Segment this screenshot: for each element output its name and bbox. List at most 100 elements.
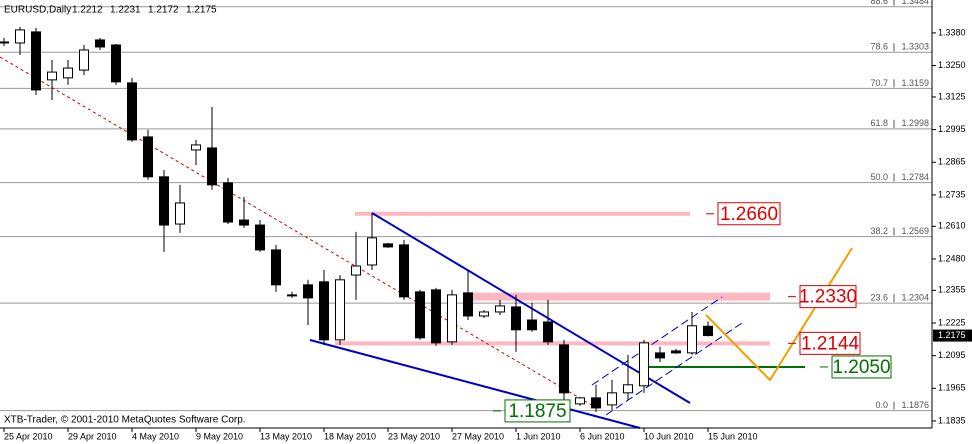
trend-line [371, 212, 691, 404]
candle-body [655, 352, 665, 359]
x-tick-label: 4 May 2010 [132, 431, 179, 441]
x-tick-label: 10 Jun 2010 [644, 431, 694, 441]
x-tick-label: 9 May 2010 [196, 431, 243, 441]
fib-ratio: 88.6 [870, 0, 888, 6]
fib-price: 1.3159 [901, 78, 929, 88]
level-box [799, 285, 857, 309]
candle-body [111, 44, 121, 83]
candle-body [351, 265, 361, 276]
x-tick-label: 6 Jun 2010 [580, 431, 625, 441]
fib-price: 1.3303 [901, 42, 929, 52]
candle-body [431, 289, 441, 344]
y-tick-label: 1.2355 [938, 285, 966, 295]
x-tick-label: 15 Jun 2010 [708, 431, 758, 441]
candle-body [335, 279, 345, 341]
x-tick-label: 29 Apr 2010 [68, 431, 117, 441]
candle-body [463, 292, 473, 317]
fib-ratio: 38.2 [870, 226, 888, 236]
candle-body [607, 392, 617, 406]
level-box [831, 355, 892, 379]
y-tick-label: 1.1835 [938, 415, 966, 425]
y-tick-label: 1.2225 [938, 317, 966, 327]
candle-body [239, 219, 249, 226]
candle-body [687, 325, 697, 354]
axes: 1.3380 1.3250 1.3125 1.2995 1.2865 1.2735 1.26… [3, 27, 972, 441]
fib-ratio: 50.0 [870, 172, 888, 182]
y-tick-label: 1.2735 [938, 189, 966, 199]
y-tick-label: 1.1965 [938, 383, 966, 393]
candle-body [591, 397, 601, 409]
candle-body [31, 31, 41, 91]
fib-price: 1.2784 [901, 172, 929, 182]
candle-body [159, 176, 169, 226]
fib-price: 1.2304 [901, 293, 929, 303]
candle-body [0, 41, 9, 44]
level-labels: 1.2660 1.2330 1.2144 1.2050 1.1875 [493, 202, 892, 423]
drawings [0, 56, 853, 429]
candle-body [559, 344, 569, 394]
candle-body [287, 294, 297, 297]
channel-line [591, 296, 723, 386]
candle-body [511, 306, 521, 331]
fib-price: 1.2998 [901, 118, 929, 128]
candles [0, 26, 713, 412]
candle-body [367, 237, 377, 266]
candle-body [479, 311, 489, 317]
candle-body [671, 350, 681, 354]
candle-body [639, 342, 649, 387]
fib-ratio: 78.6 [870, 42, 888, 52]
trend-line [309, 339, 641, 429]
candle-body [47, 71, 57, 81]
candle-body [175, 202, 185, 225]
candle-body [319, 281, 329, 341]
fib-ratio: 61.8 [870, 118, 888, 128]
trend-line [0, 56, 601, 411]
fib-layer: 88.6 1.3484 78.6 1.3303 70.7 1.3159 61.8 1.2998… [0, 0, 932, 412]
y-tick-label: 1.2610 [938, 221, 966, 231]
fib-ratio: 23.6 [870, 293, 888, 303]
fib-price: 1.1876 [901, 400, 929, 410]
header-value: 1.2175 [186, 5, 217, 16]
candle-body [143, 136, 153, 178]
channel-line [605, 322, 743, 416]
candle-body [127, 82, 137, 141]
y-tick-label: 1.2480 [938, 253, 966, 263]
fib-price: 1.2569 [901, 226, 929, 236]
y-tick-label: 1.3125 [938, 91, 966, 101]
last-price-box [933, 329, 972, 342]
level-label: 1.2660 [720, 204, 778, 225]
candle-body [207, 147, 217, 186]
header-value: 1.2172 [148, 5, 179, 16]
y-tick-label: 1.3250 [938, 60, 966, 70]
candle-body [575, 397, 585, 405]
y-tick-label: 1.2095 [938, 350, 966, 360]
chart-title: EURUSD,Daily [4, 5, 71, 16]
candle-body [191, 144, 201, 151]
candle-body [95, 39, 105, 48]
candle-body [63, 67, 73, 79]
candle-body [415, 291, 425, 339]
x-tick-label: 25 Apr 2010 [4, 431, 53, 441]
y-tick-label: 1.2865 [938, 157, 966, 167]
y-tick-label: 1.3380 [938, 27, 966, 37]
x-tick-label: 18 May 2010 [324, 431, 376, 441]
candle-body [495, 305, 505, 313]
candle-body [271, 249, 281, 286]
level-box [504, 399, 571, 423]
level-label: 1.2050 [832, 357, 890, 378]
candle-body [15, 29, 25, 44]
fib-price: 1.3484 [901, 0, 929, 6]
level-label: 1.1875 [508, 401, 566, 422]
y-tick-label: 1.2995 [938, 124, 966, 134]
candle-body [303, 284, 313, 299]
x-tick-label: 13 May 2010 [260, 431, 312, 441]
x-tick-label: 1 Jun 2010 [516, 431, 561, 441]
candle-body [255, 224, 265, 251]
level-box [717, 202, 781, 226]
candle-body [399, 244, 409, 298]
candle-body [623, 384, 633, 394]
candle-body [383, 243, 393, 248]
footer: XTB-Trader, © 2001-2010 MetaQuotes Softw… [4, 415, 246, 426]
